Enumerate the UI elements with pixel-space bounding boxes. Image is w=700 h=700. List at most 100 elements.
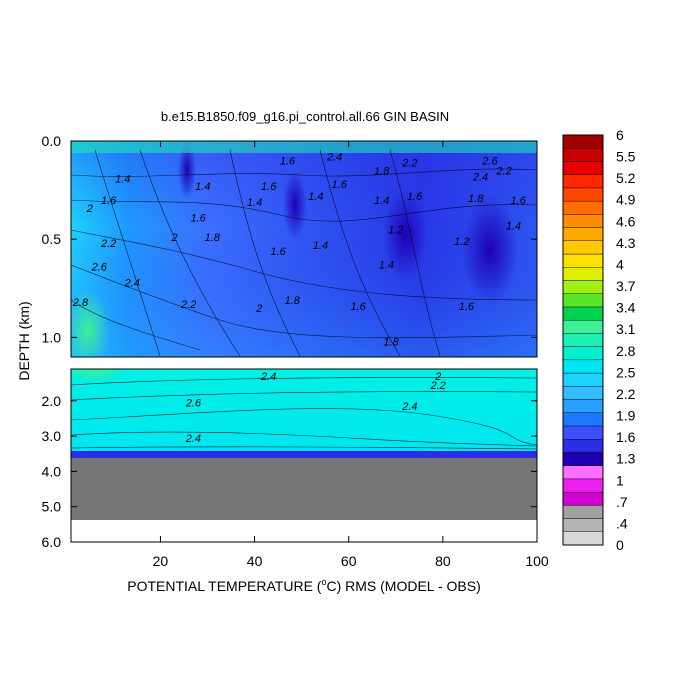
- no-data-region: [71, 458, 537, 520]
- contour-label: 1.4: [115, 173, 130, 185]
- colorbar-label: 1.9: [616, 408, 636, 424]
- colorbar-box: [562, 531, 604, 546]
- colorbar-label: .7: [616, 494, 628, 510]
- colorbar-box: [562, 359, 604, 374]
- upper-panel-frame: [70, 140, 538, 358]
- colorbar-label: 1.3: [616, 451, 636, 467]
- colorbar-label: 3.1: [616, 321, 636, 337]
- colorbar-box: [562, 267, 604, 281]
- x-tick-label: 60: [341, 553, 357, 569]
- contour-label: 1.8: [468, 193, 484, 205]
- upper-panel: [71, 141, 537, 357]
- colorbar-box: [562, 148, 604, 162]
- x-axis-label-suffix: C) RMS (MODEL - OBS): [326, 578, 480, 594]
- colorbar-box: [562, 491, 604, 506]
- colorbar-label: 3.4: [616, 300, 636, 316]
- colorbar-label: 1: [616, 472, 624, 488]
- contour-label: 1.8: [374, 165, 390, 177]
- colorbar-box: [562, 306, 604, 321]
- contour-label: 2: [255, 303, 262, 315]
- upper-y-axis: 0.0 0.5 1.0: [42, 133, 537, 345]
- colorbar-label: 0: [616, 537, 624, 553]
- colorbar-label: 2.2: [616, 386, 636, 402]
- contour-label: 1.6: [280, 156, 296, 168]
- colorbar-box: [562, 187, 604, 202]
- contour-label: 1.6: [459, 301, 475, 313]
- colorbar-box: [562, 386, 604, 400]
- contour-label: 1.4: [379, 260, 394, 272]
- upper-surface-band: [71, 141, 537, 153]
- contour-label: 2: [86, 203, 93, 215]
- lower-panel: [71, 369, 537, 542]
- colorbar-box: [562, 372, 604, 387]
- contour-label: 2.6: [91, 262, 108, 274]
- contour-label: 2.2: [401, 158, 417, 170]
- lower-y-tick-label: 3.0: [42, 428, 62, 444]
- colorbar-box: [562, 399, 604, 413]
- x-axis: 20 40 60 80 100: [153, 141, 549, 569]
- colorbar-box: [562, 134, 604, 149]
- colorbar-label: 2.5: [616, 364, 636, 380]
- contour-label: 1.6: [261, 181, 277, 193]
- contour-label: 1.6: [101, 195, 117, 207]
- contour-label: 2.2: [495, 165, 511, 177]
- colorbar-box: [562, 293, 604, 308]
- contour-label: 1.2: [388, 224, 403, 236]
- colorbar-box: [562, 161, 604, 175]
- colorbar-frame: [562, 134, 604, 546]
- contour-label: 2: [170, 232, 177, 244]
- contour-label: 2.4: [260, 371, 276, 383]
- lower-y-tick-label: 6.0: [42, 534, 62, 550]
- colorbar-box: [562, 465, 604, 480]
- contour-label: 1.4: [247, 197, 262, 209]
- lower-blob-green: [71, 369, 125, 382]
- contour-label: 1.4: [313, 240, 328, 252]
- lower-y-tick-label: 2.0: [42, 393, 62, 409]
- colorbar-box: [562, 346, 604, 361]
- x-axis-label-superscript: o: [321, 577, 326, 587]
- upper-y-tick-label: 0.5: [42, 231, 62, 247]
- colorbar-box: [562, 452, 604, 466]
- contour-label: 1.2: [454, 236, 469, 248]
- lower-y-axis: 2.0 3.0 4.0 5.0 6.0: [42, 393, 537, 550]
- upper-contour-lines: [71, 149, 537, 357]
- upper-y-tick-label: 1.0: [42, 329, 62, 345]
- upper-blob-dark: [462, 195, 518, 305]
- upper-y-tick-label: 0.0: [42, 133, 62, 149]
- contour-labels: 1.4 1.6 2 1.4 1.6 2 1.8 1.4 1.6 1.6 2.4 1.6 1.4 1.4 1.…: [72, 152, 527, 445]
- contour-label: 1.8: [285, 295, 301, 307]
- colorbar-box: [562, 505, 604, 519]
- lower-y-tick-label: 4.0: [42, 463, 62, 479]
- contour-label: 2.6: [481, 156, 498, 168]
- contour-label: 1.8: [205, 232, 221, 244]
- colorbar-box: [562, 280, 604, 294]
- x-axis-label: POTENTIAL TEMPERATURE (oC) RMS (MODEL - …: [127, 577, 481, 594]
- y-axis-label: DEPTH (km): [16, 301, 32, 380]
- colorbar-box: [562, 253, 604, 268]
- colorbar-label: .4: [616, 515, 628, 531]
- colorbar-label: 5.2: [616, 170, 636, 186]
- x-tick-label: 80: [435, 553, 451, 569]
- colorbar-label: 4: [616, 256, 624, 272]
- colorbar-box: [562, 478, 604, 493]
- upper-blob-green: [71, 290, 110, 357]
- colorbar-box: [562, 319, 604, 334]
- contour-label: 1.6: [407, 191, 423, 203]
- colorbar-label: 4.6: [616, 213, 636, 229]
- colorbar-label: 1.6: [616, 429, 636, 445]
- contour-label: 2.4: [185, 433, 201, 445]
- colorbar-box: [562, 412, 604, 427]
- lower-y-tick-label: 5.0: [42, 499, 62, 515]
- blank-region: [71, 520, 537, 542]
- x-tick-label: 100: [525, 553, 549, 569]
- contour-label: 2.2: [430, 380, 446, 392]
- colorbar-box: [562, 174, 604, 189]
- contour-label: 2.4: [124, 277, 140, 289]
- colorbar-box: [562, 214, 604, 228]
- colorbar-label: 3.7: [616, 278, 636, 294]
- upper-field-depth-shade: [71, 141, 537, 357]
- colorbar-box: [562, 333, 604, 347]
- contour-label: 1.4: [308, 191, 323, 203]
- contour-label: 2.4: [472, 171, 488, 183]
